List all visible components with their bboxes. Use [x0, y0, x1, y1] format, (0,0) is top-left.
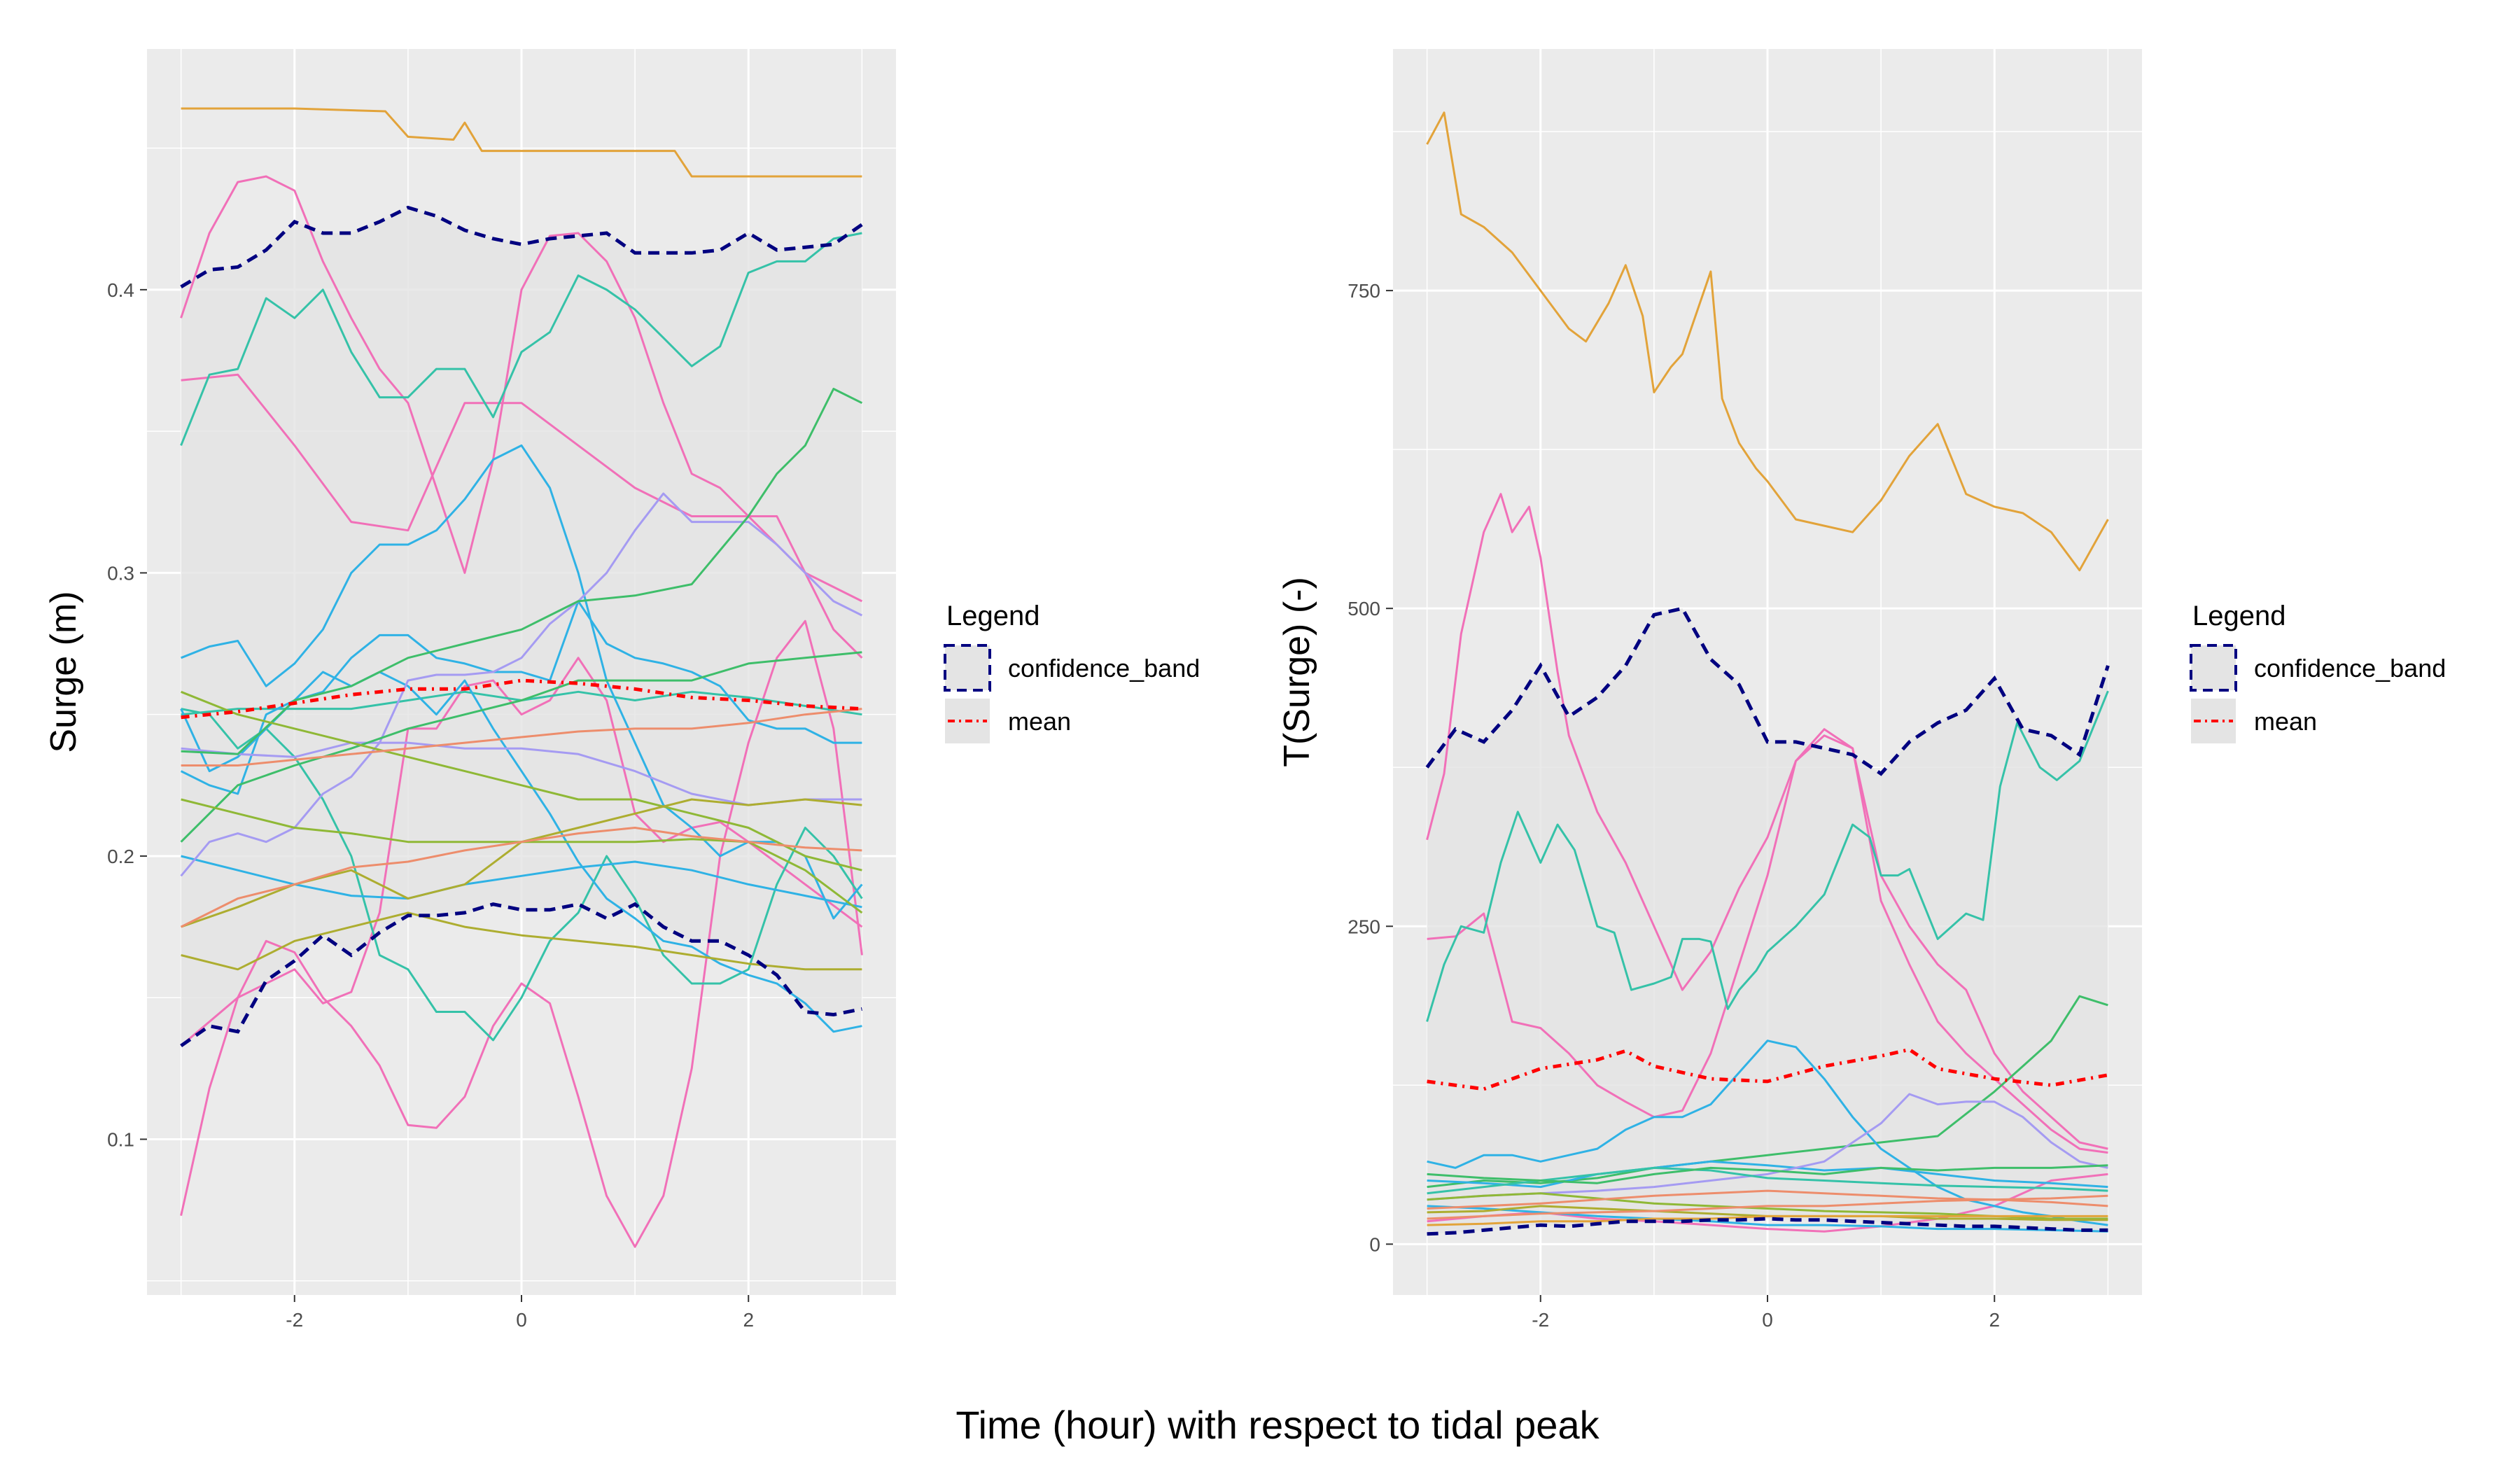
series-line [1426, 690, 2109, 1022]
confidence-band-area-tsurge [1427, 608, 2108, 1234]
y-tick-label: 500 [1348, 598, 1380, 620]
series-line [180, 657, 863, 1047]
y-tick-label: 0.2 [107, 846, 134, 867]
confidence-band-upper [1425, 606, 2110, 776]
legend-label-mean: mean [2254, 707, 2317, 736]
series-line [181, 388, 863, 755]
series-line [1427, 1214, 2108, 1226]
x-tick-label: -2 [286, 1309, 303, 1331]
y-tick-label: 250 [1348, 916, 1380, 937]
x-tick-label: 0 [516, 1309, 527, 1331]
y-tick-label: 0.4 [107, 279, 134, 301]
series-line [180, 232, 862, 446]
series-line [180, 651, 862, 843]
x-ticks-surge: -2 0 2 [286, 1295, 754, 1331]
mean-line [181, 678, 862, 720]
x-tick-label: 0 [1762, 1309, 1773, 1331]
y-axis-label-surge: Surge (m) [43, 591, 84, 752]
legend-key-confidence-band [944, 644, 991, 692]
series-lines-tsurge [1426, 111, 2109, 1233]
confidence-band-fill [1427, 608, 2108, 1234]
series-line [181, 107, 862, 178]
legend-label-confidence-band: confidence_band [2254, 654, 2446, 682]
legend-title: Legend [2192, 601, 2286, 631]
legend-key-confidence-band [2190, 644, 2237, 692]
series-line [181, 708, 862, 766]
y-ticks-surge: 0.1 0.2 0.3 0.4 [107, 279, 147, 1151]
overlay-lines-tsurge [1425, 606, 2110, 1236]
series-line [1426, 111, 2109, 572]
y-ticks-tsurge: 0 250 500 750 [1348, 280, 1393, 1255]
y-axis-label-tsurge: T(Surge) (-) [1277, 577, 1317, 767]
panel-surge: -2 0 2 0.1 0.2 0.3 0.4 Surge (m) [43, 49, 896, 1331]
series-line [1427, 1205, 2108, 1233]
legend-title: Legend [946, 601, 1040, 631]
panel-tsurge: -2 0 2 0 250 500 750 T(Surge) (-) [1277, 49, 2142, 1331]
series-line [181, 911, 862, 971]
series-line [1426, 493, 2108, 1150]
confidence-band-lower [1427, 1217, 2108, 1236]
y-tick-label: 0.3 [107, 562, 134, 584]
series-line [1427, 1040, 2108, 1226]
series-lines-surge [180, 107, 863, 1248]
series-line [1427, 1160, 2108, 1189]
series-line [180, 827, 862, 928]
x-ticks-tsurge: -2 0 2 [1532, 1295, 2000, 1331]
x-tick-label: -2 [1532, 1309, 1549, 1331]
legend-label-mean: mean [1008, 707, 1071, 736]
legend-label-confidence-band: confidence_band [1008, 654, 1200, 682]
legend-tsurge: Legend confidence_band mean [2190, 601, 2446, 743]
mean-line [1427, 1047, 2108, 1091]
x-tick-label: 2 [743, 1309, 754, 1331]
series-line [1427, 1194, 2108, 1220]
confidence-band-upper [180, 205, 863, 288]
y-tick-label: 750 [1348, 280, 1380, 302]
series-line [1427, 1164, 2108, 1184]
series-line [181, 690, 862, 872]
series-line [1427, 1093, 2108, 1201]
x-axis-label: Time (hour) with respect to tidal peak [955, 1403, 1600, 1447]
confidence-band-lower [180, 902, 862, 1048]
legend-surge: Legend confidence_band mean [944, 601, 1200, 743]
overlay-lines-surge [180, 205, 863, 1048]
series-line [180, 620, 863, 1248]
x-tick-label: 2 [1989, 1309, 2000, 1331]
y-tick-label: 0 [1369, 1233, 1380, 1255]
y-tick-label: 0.1 [107, 1129, 134, 1151]
